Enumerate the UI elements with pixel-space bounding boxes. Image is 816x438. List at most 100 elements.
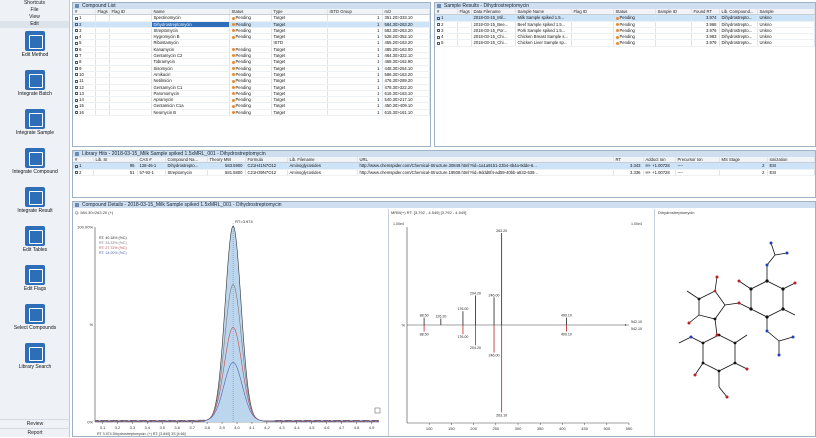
zoom-icon[interactable]	[374, 407, 381, 414]
row-checkbox[interactable]	[437, 16, 440, 20]
column-header[interactable]: Sample	[757, 9, 815, 16]
table-row[interactable]: 14 Apramycin Pending Target 1 540.30>217.10	[73, 96, 430, 104]
nav-integrate-compound[interactable]: Integrate Compound	[0, 148, 70, 184]
table-row[interactable]: 1 95 128-46-1 Dihydrostrepto... 583.5900 C21H…	[73, 162, 815, 170]
chromatogram-pane[interactable]: Q: 584.30>263.20 (+) 100.00%% 0% 3.1 3.2 3.3…	[73, 209, 389, 436]
table-row[interactable]: 8 Tobramycin Pending Target 1 468.30>162.90	[73, 58, 430, 66]
row-checkbox[interactable]	[75, 67, 78, 71]
table-row[interactable]: 2 51 57-92-1 Streptomycin 581.5800 C21H39N7O1…	[73, 169, 815, 176]
column-header[interactable]: Found RT	[691, 9, 720, 16]
table-row[interactable]: 1 2018-03-15_Mil... Milk Sample spiked 1.5…	[435, 14, 815, 22]
row-checkbox[interactable]	[75, 41, 78, 45]
column-header[interactable]: MS Stage	[719, 157, 768, 164]
column-header[interactable]: Theory MW	[207, 157, 246, 164]
table-row[interactable]: 9 Sisomycin Pending Target 1 448.30>254.10	[73, 65, 430, 72]
column-header[interactable]: URL	[357, 157, 614, 164]
row-checkbox[interactable]	[75, 170, 78, 174]
column-header[interactable]: Lib. Compound...	[719, 9, 758, 16]
table-row[interactable]: 3 2018-03-15_Por... Pork Sample spiked 1.5…	[435, 27, 815, 35]
column-header[interactable]: m/z	[382, 9, 430, 16]
column-header[interactable]: Sample Name	[515, 9, 572, 16]
row-checkbox[interactable]	[437, 29, 440, 33]
row-checkbox[interactable]	[75, 73, 78, 77]
row-checkbox[interactable]	[75, 48, 78, 52]
column-header[interactable]: Name	[151, 9, 230, 16]
row-checkbox[interactable]	[75, 54, 78, 58]
row-checkbox[interactable]	[75, 60, 78, 64]
table-row[interactable]: 4 2018-03-15_Chi... Chicken Breast Sample …	[435, 33, 815, 41]
column-header[interactable]: Status	[229, 9, 272, 16]
nav-integrate-result[interactable]: Integrate Result	[0, 187, 70, 223]
row-checkbox[interactable]	[437, 22, 440, 26]
menu-edit[interactable]: Edit	[0, 21, 69, 28]
column-header[interactable]: Precursor Ion	[675, 157, 720, 164]
row-checkbox[interactable]	[75, 104, 78, 108]
table-row[interactable]: 7 Gentamycin C2 Pending Target 1 464.30>322.1…	[73, 52, 430, 60]
nav-edit-tables[interactable]: Edit Tables	[0, 226, 70, 262]
column-header[interactable]: Flag ID	[109, 9, 152, 16]
nav-select-compounds[interactable]: Select Compounds	[0, 304, 70, 340]
column-header[interactable]: Status	[613, 9, 656, 16]
column-header[interactable]: Flag ID	[571, 9, 614, 16]
nav-integrate-batch[interactable]: Integrate Batch	[0, 70, 70, 106]
table-row[interactable]: 2 Dihydrostreptomycin Pending Target 1 584.30…	[73, 21, 430, 28]
table-row[interactable]: 13 Paromomycin Pending Target 1 616.30>163.10	[73, 90, 430, 98]
row-checkbox[interactable]	[75, 35, 78, 39]
menu-view[interactable]: View	[29, 14, 40, 20]
column-header[interactable]: #	[435, 9, 458, 16]
row-checkbox[interactable]	[75, 85, 78, 89]
table-row[interactable]: 16 Neomycin B Pending Target 1 615.30>161.10	[73, 109, 430, 117]
table-row[interactable]: 2 2018-03-15_Bee... Beef Sample spiked 1.5…	[435, 21, 815, 28]
row-checkbox[interactable]	[75, 22, 78, 26]
column-header[interactable]: Formula	[245, 157, 288, 164]
nav-library-search[interactable]: Library Search	[0, 343, 70, 379]
row-checkbox[interactable]	[75, 164, 78, 168]
table-cell: 9	[73, 65, 96, 72]
table-row[interactable]: 12 Gentamycin C1 Pending Target 1 478.30>322.…	[73, 84, 430, 91]
column-header[interactable]: ISTD Group	[327, 9, 383, 16]
nav-edit-flags[interactable]: Edit Flags	[0, 265, 70, 301]
column-header[interactable]: Type	[271, 9, 328, 16]
spectrum-pane[interactable]: MRM(+) RT: [3.792 - 4.549] [3.792 - 4.54…	[389, 209, 655, 436]
menu-file[interactable]: File	[30, 7, 39, 13]
table-row[interactable]: 4 Hygromycin B Pending Target 1 528.20>352.10	[73, 33, 430, 41]
table-row[interactable]: 10 Amikacin Pending Target 1 586.30>163.20	[73, 71, 430, 79]
column-header[interactable]: Lib. SI	[93, 157, 138, 164]
nav-integrate-sample[interactable]: Integrate Sample	[0, 109, 70, 145]
row-checkbox[interactable]	[75, 98, 78, 102]
table-row[interactable]: 6 Kanamycin Pending Target 1 485.20>163.00	[73, 46, 430, 54]
row-checkbox[interactable]	[75, 16, 78, 20]
row-checkbox[interactable]	[437, 41, 440, 45]
x-tick-label: 4.5	[309, 425, 315, 430]
row-checkbox[interactable]	[75, 111, 78, 115]
row-checkbox[interactable]	[75, 92, 78, 96]
column-header[interactable]: Ionization	[767, 157, 815, 164]
table-row[interactable]: 3 Streptomycin Pending Target 1 582.30>263.20	[73, 27, 430, 35]
column-header[interactable]: Lib. Filename	[287, 157, 358, 164]
row-checkbox[interactable]	[75, 29, 78, 33]
compound-list-panel: Compound List # Flags Flag ID Name Status Typ…	[72, 2, 431, 147]
nav-label: Integrate Batch	[18, 91, 52, 97]
column-header[interactable]: Sample ID	[655, 9, 692, 16]
table-row[interactable]: 11 Netilmicin Pending Target 1 476.30>289.20	[73, 77, 430, 85]
table-cell: 2018-03-15_Mil...	[471, 14, 516, 22]
nav-report[interactable]: Report	[0, 428, 70, 437]
column-header[interactable]: Flags	[457, 9, 472, 16]
table-row[interactable]: 5 Ribostamycin ISTD 1 455.20>163.20	[73, 39, 430, 47]
column-header[interactable]: Data Filename	[471, 9, 516, 16]
row-checkbox[interactable]	[437, 35, 440, 39]
column-header[interactable]: #	[73, 157, 94, 164]
menu-shortcuts[interactable]: Shortcuts	[23, 0, 46, 6]
column-header[interactable]: Adduct Ion	[643, 157, 676, 164]
row-checkbox[interactable]	[75, 79, 78, 83]
table-row[interactable]: 15 Gentamicin C1a Pending Target 1 450.30>409…	[73, 102, 430, 110]
nav-review[interactable]: Review	[0, 419, 70, 428]
column-header[interactable]: Flags	[95, 9, 110, 16]
table-row[interactable]: 5 2018-03-15_Chi... Chicken Liver Sample s…	[435, 39, 815, 47]
nav-edit-method[interactable]: Edit Method	[0, 31, 70, 67]
column-header[interactable]: CAS #	[137, 157, 166, 164]
column-header[interactable]: RT	[613, 157, 644, 164]
column-header[interactable]: #	[73, 9, 96, 16]
column-header[interactable]: Compound Na...	[165, 157, 208, 164]
table-row[interactable]: 1 Spectinomycin Pending Target 1 351.20>333.1…	[73, 14, 430, 22]
